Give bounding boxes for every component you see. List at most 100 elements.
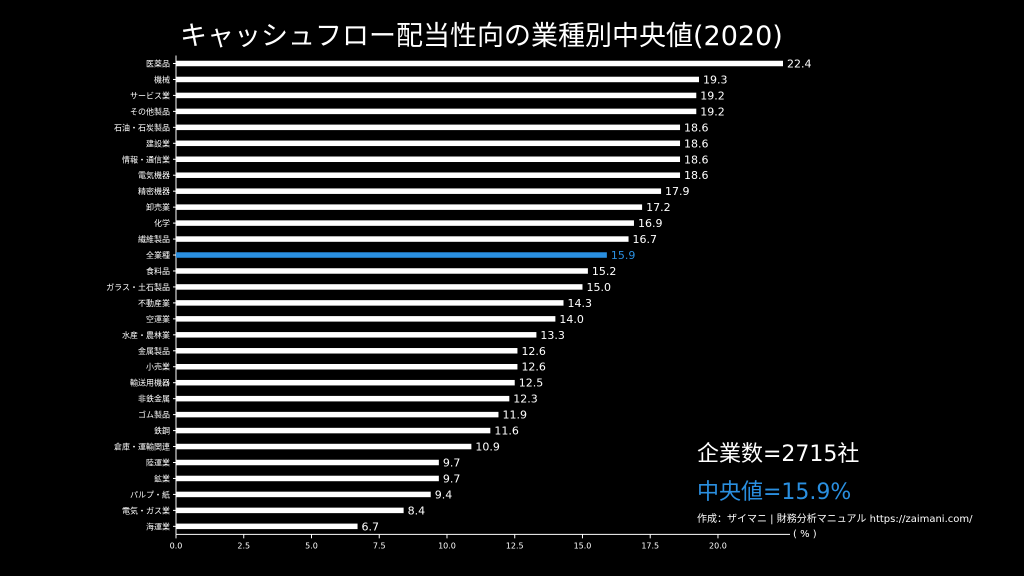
- bar: [176, 443, 472, 450]
- category-label: 精密機器: [138, 186, 170, 196]
- value-label: 19.2: [700, 105, 725, 118]
- category-label: ゴム製品: [138, 410, 170, 420]
- bar: [176, 268, 588, 274]
- category-label: その他製品: [130, 106, 170, 116]
- bar: [176, 140, 681, 147]
- category-label: ガラス・土石製品: [106, 282, 170, 292]
- category-label: 医薬品: [146, 59, 170, 69]
- bar: [176, 411, 499, 418]
- bar: [176, 172, 681, 178]
- value-label: 13.3: [540, 329, 565, 342]
- category-label: 建設業: [146, 138, 170, 148]
- chart-title: キャッシュフロー配当性向の業種別中央値(2020): [180, 21, 783, 52]
- category-label: 石油・石炭製品: [114, 122, 170, 132]
- value-label: 16.7: [633, 233, 658, 246]
- bar: [176, 60, 783, 67]
- bar: [176, 220, 634, 226]
- category-label: 情報・通信業: [122, 154, 170, 164]
- company-count-text: 企業数=2715社: [697, 442, 860, 467]
- x-tick-label: 2.5: [237, 541, 250, 550]
- category-label: 非鉄金属: [138, 394, 170, 404]
- bar: [176, 204, 643, 210]
- x-tick-label: 20.0: [709, 541, 727, 550]
- value-label: 9.7: [443, 472, 461, 485]
- x-tick-label: 7.5: [373, 541, 386, 550]
- x-tick-label: 10.0: [438, 541, 456, 550]
- x-tick-label: 12.5: [506, 541, 524, 550]
- bar: [176, 316, 556, 322]
- value-label: 12.6: [521, 345, 546, 358]
- bar: [176, 507, 404, 514]
- bar: [176, 379, 515, 386]
- bar: [176, 108, 697, 115]
- bar: [176, 523, 358, 530]
- value-label: 9.7: [443, 457, 461, 470]
- bar: [176, 236, 629, 242]
- bar: [176, 284, 583, 290]
- bar: [176, 491, 431, 498]
- bar: [176, 395, 510, 402]
- x-tick-label: 17.5: [641, 541, 659, 550]
- category-label: 食料品: [146, 266, 170, 276]
- bar: [176, 124, 681, 131]
- value-label: 18.6: [684, 169, 709, 182]
- bar: [176, 300, 564, 306]
- value-label: 6.7: [362, 520, 380, 533]
- category-label: 電気・ガス業: [122, 505, 170, 515]
- category-label: 金属製品: [138, 346, 170, 356]
- value-label: 14.0: [559, 313, 584, 326]
- value-label: 11.9: [502, 409, 527, 422]
- bar: [176, 156, 681, 163]
- bar: [176, 76, 699, 83]
- x-axis-label: ( % ): [793, 529, 817, 540]
- category-label: 空運業: [146, 314, 170, 324]
- value-label: 15.2: [592, 265, 617, 278]
- credit-text: 作成：ザイマニ | 財務分析マニュアル https://zaimani.com/: [697, 514, 973, 525]
- category-label: 陸運業: [146, 458, 170, 468]
- x-tick-label: 5.0: [305, 541, 318, 550]
- bar: [176, 363, 518, 370]
- value-label: 8.4: [408, 504, 426, 517]
- bar: [176, 252, 607, 258]
- value-label: 22.4: [787, 58, 812, 71]
- value-label: 17.9: [665, 185, 690, 198]
- value-label: 10.9: [475, 441, 500, 454]
- bar: [176, 459, 439, 466]
- value-label: 17.2: [646, 201, 671, 214]
- category-label: 化学: [154, 218, 170, 228]
- category-label: 鉱業: [154, 473, 170, 483]
- category-label: 電気機器: [138, 170, 170, 180]
- bar: [176, 427, 491, 434]
- bar: [176, 188, 662, 194]
- value-label: 15.9: [611, 249, 636, 262]
- bar: [176, 475, 439, 482]
- category-label: 倉庫・運輸関連: [114, 442, 170, 452]
- value-label: 12.5: [519, 377, 544, 390]
- value-label: 19.2: [700, 89, 725, 102]
- category-label: サービス業: [130, 90, 170, 100]
- category-label: 鉄鋼: [154, 426, 170, 436]
- category-label: 機械: [154, 74, 170, 84]
- value-label: 18.6: [684, 121, 709, 134]
- bar: [176, 92, 697, 99]
- category-label: 輸送用機器: [130, 378, 170, 388]
- bar: [176, 348, 518, 354]
- category-label: 繊維製品: [138, 234, 170, 244]
- bar: [176, 332, 537, 338]
- value-label: 11.6: [494, 425, 519, 438]
- x-tick-label: 15.0: [574, 541, 592, 550]
- category-label: パルプ・紙: [130, 489, 170, 499]
- value-label: 18.6: [684, 137, 709, 150]
- value-label: 14.3: [568, 297, 593, 310]
- x-tick-label: 0.0: [170, 541, 183, 550]
- category-label: 水産・農林業: [122, 330, 170, 340]
- value-label: 12.3: [513, 393, 538, 406]
- category-label: 小売業: [146, 362, 170, 372]
- value-label: 15.0: [586, 281, 611, 294]
- value-label: 18.6: [684, 153, 709, 166]
- value-label: 9.4: [435, 488, 453, 501]
- category-label: 海運業: [146, 521, 170, 531]
- value-label: 19.3: [703, 73, 728, 86]
- median-text: 中央値=15.9%: [697, 480, 852, 505]
